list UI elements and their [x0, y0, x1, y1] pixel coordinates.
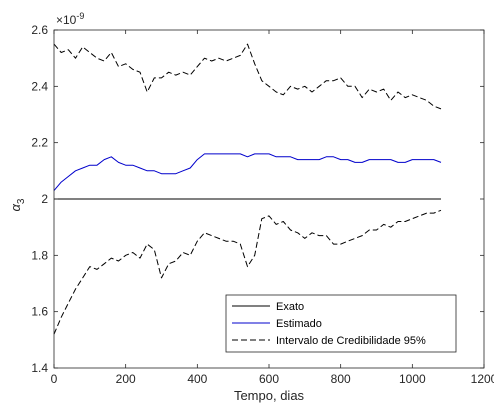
series-credibility-lower-line [53, 209, 442, 335]
legend: Exato Estimado Intervalo de Credibilidad… [225, 294, 457, 353]
x-tick-label: 800 [331, 372, 351, 386]
x-tick-label: 0 [51, 372, 58, 386]
ticks-layer: 0 200 400 600 800 1000 1200 1.4 1.6 1.8 2 2.2 2.4 2.6 [31, 23, 494, 386]
x-tick-label: 600 [259, 372, 279, 386]
y-multiplier: ×10-9 [56, 11, 84, 27]
x-axis-label: Tempo, dias [234, 388, 305, 403]
y-tick-label: 1.4 [31, 361, 48, 375]
y-tick-label: 2.4 [31, 79, 48, 93]
y-axis-label: α3 [8, 198, 27, 211]
x-tick-label: 200 [116, 372, 136, 386]
y-tick-label: 2.6 [31, 23, 48, 37]
x-tick-label: 400 [187, 372, 207, 386]
y-tick-label: 1.6 [31, 305, 48, 319]
y-axis-label-base: α [8, 203, 23, 211]
y-axis-label-subscript: 3 [16, 198, 27, 204]
y-tick-label: 2 [41, 192, 48, 206]
y-tick-label: 2.2 [31, 136, 48, 150]
y-tick-label: 1.8 [31, 248, 48, 262]
y-multiplier-base: ×10 [56, 13, 77, 27]
series-credibility-upper-line [53, 43, 442, 110]
legend-label-estimated: Estimado [276, 318, 322, 330]
legend-label-exact: Exato [276, 301, 304, 313]
x-tick-label: 1200 [471, 372, 494, 386]
series-estimated-line [53, 153, 442, 191]
series-layer [53, 43, 442, 335]
x-tick-label: 1000 [399, 372, 426, 386]
y-multiplier-exponent: -9 [76, 11, 84, 21]
legend-label-credibility: Intervalo de Credibilidade 95% [276, 335, 426, 347]
